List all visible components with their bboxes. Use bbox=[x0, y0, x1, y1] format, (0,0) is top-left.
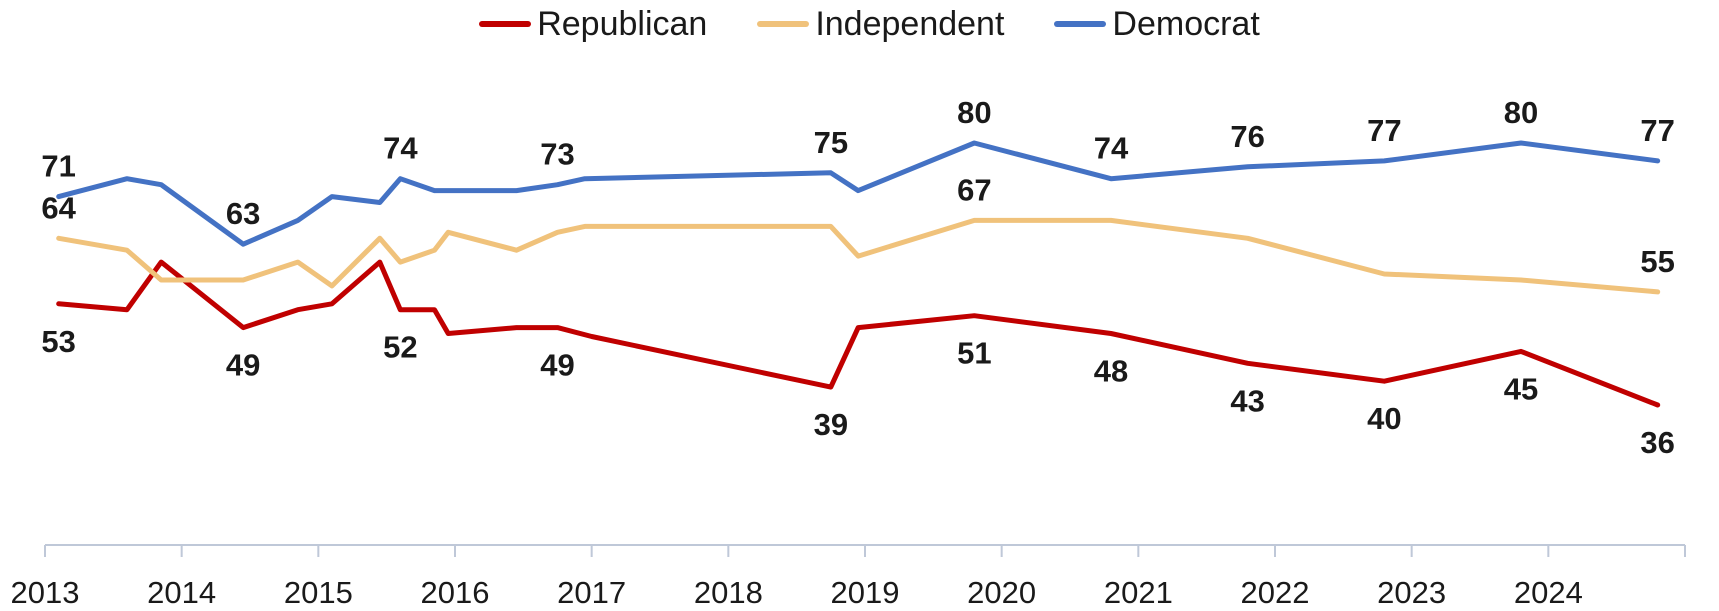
data-label-democrat: 80 bbox=[1504, 95, 1538, 130]
x-tick-label: 2024 bbox=[1514, 575, 1583, 610]
x-tick-label: 2018 bbox=[694, 575, 763, 610]
data-label-democrat: 77 bbox=[1640, 113, 1674, 148]
data-label-republican: 43 bbox=[1230, 383, 1264, 418]
data-label-republican: 40 bbox=[1367, 401, 1401, 436]
x-tick-label: 2017 bbox=[557, 575, 626, 610]
data-label-independent: 55 bbox=[1640, 244, 1674, 279]
data-label-democrat: 76 bbox=[1230, 119, 1264, 154]
data-label-republican: 48 bbox=[1094, 354, 1128, 389]
data-label-democrat: 71 bbox=[41, 149, 75, 184]
legend-item-republican: Republican bbox=[479, 5, 707, 44]
data-label-democrat: 77 bbox=[1367, 113, 1401, 148]
data-label-republican: 36 bbox=[1640, 425, 1674, 460]
legend-swatch-democrat bbox=[1054, 21, 1107, 27]
data-label-republican: 39 bbox=[814, 407, 848, 442]
data-label-democrat: 80 bbox=[957, 95, 991, 130]
legend-label-democrat: Democrat bbox=[1112, 4, 1260, 43]
legend-item-democrat: Democrat bbox=[1054, 4, 1260, 44]
legend-swatch-republican bbox=[479, 21, 532, 27]
data-label-republican: 49 bbox=[540, 348, 574, 383]
series-line-republican bbox=[56, 259, 1661, 408]
data-label-republican: 53 bbox=[41, 324, 75, 359]
series-line-independent bbox=[56, 217, 1661, 295]
x-tick-label: 2021 bbox=[1104, 575, 1173, 610]
legend-swatch-independent bbox=[757, 21, 810, 27]
data-label-republican: 45 bbox=[1504, 371, 1538, 406]
series-line-democrat bbox=[56, 140, 1661, 247]
x-tick-label: 2020 bbox=[967, 575, 1036, 610]
chart-legend: Republican Independent Democrat bbox=[0, 0, 1719, 48]
data-label-republican: 49 bbox=[226, 348, 260, 383]
data-label-democrat: 73 bbox=[540, 137, 574, 172]
legend-label-independent: Independent bbox=[815, 4, 1005, 43]
data-label-republican: 52 bbox=[383, 330, 417, 365]
x-tick-label: 2023 bbox=[1377, 575, 1446, 610]
x-tick-label: 2015 bbox=[284, 575, 353, 610]
x-tick-label: 2022 bbox=[1241, 575, 1310, 610]
data-label-independent: 67 bbox=[957, 172, 991, 207]
x-tick-label: 2016 bbox=[421, 575, 490, 610]
data-label-democrat: 74 bbox=[1094, 131, 1129, 166]
x-tick-label: 2019 bbox=[831, 575, 900, 610]
x-tick-label: 2013 bbox=[11, 575, 80, 610]
legend-item-independent: Independent bbox=[757, 5, 1004, 44]
data-label-democrat: 63 bbox=[226, 196, 260, 231]
data-label-democrat: 75 bbox=[814, 125, 848, 160]
x-tick-label: 2014 bbox=[147, 575, 216, 610]
legend-label-republican: Republican bbox=[537, 4, 708, 43]
data-label-independent: 64 bbox=[41, 190, 76, 225]
data-label-republican: 51 bbox=[957, 336, 991, 371]
data-label-democrat: 74 bbox=[383, 131, 418, 166]
